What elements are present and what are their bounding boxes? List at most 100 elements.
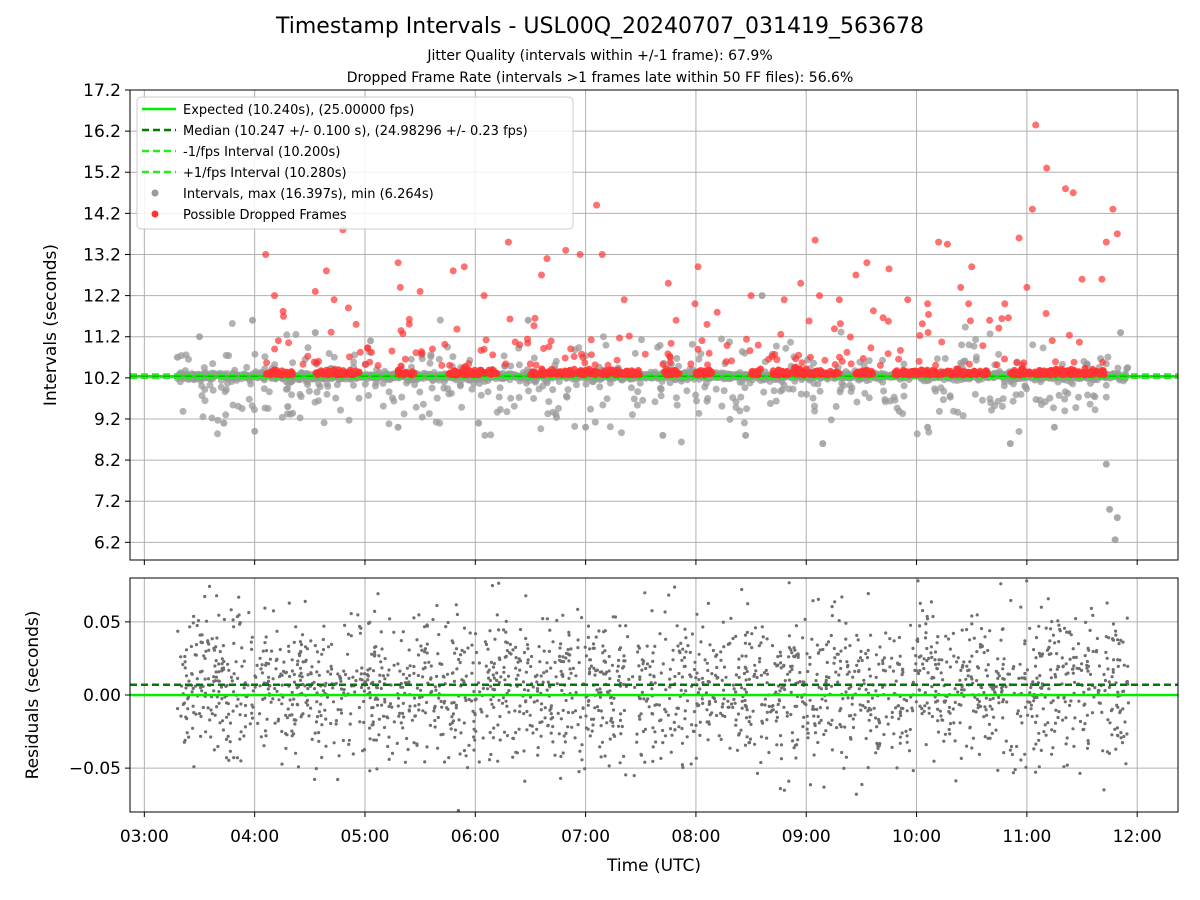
interval-point [718,402,726,410]
dropped-frame-point [441,340,449,348]
residual-point [309,706,313,710]
residual-point [833,656,837,660]
residual-point [648,673,652,677]
residual-point [664,688,668,692]
dropped-frame-point [587,336,595,344]
residual-point [803,617,807,622]
residual-point [190,672,194,676]
residual-point [514,645,518,650]
interval-point [582,423,590,431]
interval-point [1111,536,1119,544]
interval-point [515,361,523,369]
interval-point [333,381,341,389]
residual-point [874,675,878,680]
residual-point [847,686,851,691]
residual-point [317,673,321,677]
residual-point [775,743,779,747]
residual-point [250,711,254,715]
residual-point [357,705,361,710]
residual-point [258,684,262,688]
dropped-frame-point [556,368,564,376]
residual-point [436,652,440,656]
residual-point [992,715,996,719]
residual-point [533,675,538,679]
residual-point [282,660,286,664]
dropped-frame-point [1039,369,1047,377]
interval-point [853,398,861,406]
residual-point [423,711,428,715]
residual-point [474,729,478,734]
residual-point [253,685,257,689]
dropped-frame-point [664,279,672,287]
residual-point [492,705,496,710]
residual-point [674,712,678,716]
residual-point [790,731,795,735]
residual-point [651,726,655,730]
residual-point [642,697,646,701]
residual-point [790,739,795,743]
residual-point [1107,680,1111,684]
residual-point [298,674,302,678]
residual-point [817,721,821,725]
residual-point [929,600,934,604]
intervals-panel: 17.216.215.214.213.212.211.210.29.28.27.… [41,81,1179,565]
residual-point [242,734,246,738]
dropped-frame-point [843,348,851,356]
residual-point [986,736,990,741]
residual-point [935,641,939,645]
residual-point [616,664,620,668]
residual-point [184,674,189,678]
interval-point [1069,380,1077,388]
residual-point [340,696,344,701]
residual-point [647,705,651,709]
residual-point [908,727,912,732]
residual-point [637,714,641,718]
residual-point [672,720,676,725]
residual-point [875,725,879,729]
residual-point [228,749,232,753]
interval-point [185,355,192,363]
residual-point [832,661,836,665]
residual-point [631,675,635,679]
residual-point [668,685,672,689]
residual-point [765,672,770,676]
residual-point [558,646,562,650]
residual-point [1020,676,1024,680]
residual-point [298,666,303,670]
residual-point [753,742,757,746]
residual-point [829,723,833,727]
residual-point [801,636,805,640]
residual-point [415,638,419,642]
residual-point [518,710,522,714]
residual-point [722,645,726,649]
interval-point [206,381,214,389]
residual-point [1005,700,1009,704]
residual-point [838,659,843,663]
residual-point [1072,664,1076,668]
residual-point [217,613,221,617]
residual-point [806,731,810,735]
residual-point [423,760,427,764]
interval-point [238,405,246,412]
interval-point [419,400,427,408]
residual-point [425,642,429,646]
residual-point [229,608,233,612]
residual-point [274,667,278,671]
dropped-frame-point [438,361,446,369]
residual-point [387,757,391,762]
residual-point [545,669,549,673]
residual-point [939,671,943,675]
residual-point [743,687,747,691]
residual-point [968,638,972,642]
residual-point [862,682,866,686]
interval-point [743,405,751,413]
residual-point [774,710,779,714]
residual-point [1063,700,1067,704]
dropped-frame-point [271,345,279,353]
residual-point [1110,733,1114,737]
residual-point [789,712,793,717]
interval-point [1039,344,1047,352]
residual-point [226,734,230,739]
dropped-frame-point [704,361,712,369]
residual-point [711,695,715,700]
